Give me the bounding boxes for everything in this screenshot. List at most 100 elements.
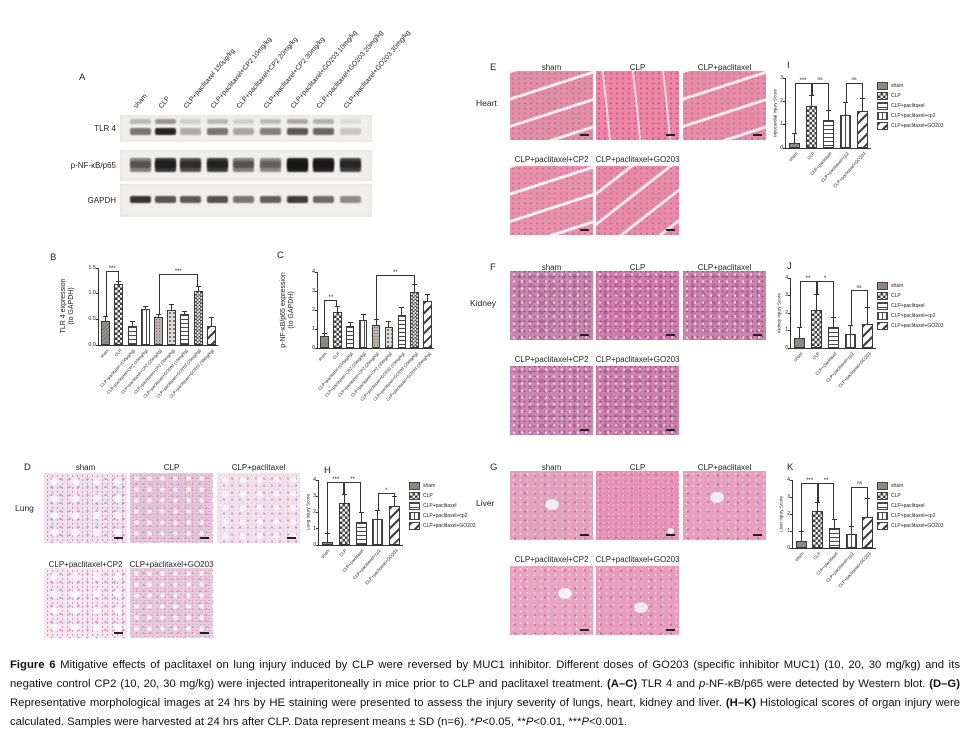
legend-entry: sham xyxy=(877,482,944,490)
caption-text: P xyxy=(581,715,590,728)
bar xyxy=(795,541,807,548)
bar xyxy=(845,534,857,548)
histology-image xyxy=(510,471,593,540)
blot-band xyxy=(206,128,228,135)
significance-bracket: ** xyxy=(324,295,338,335)
error-bar-cap xyxy=(425,293,431,295)
caption-text: (H–K) xyxy=(725,696,757,709)
y-tick-label: 0 xyxy=(787,544,790,551)
legend-label: CLP+paclitaxel+cp2 xyxy=(891,113,936,119)
vessel-lumen xyxy=(544,498,559,510)
y-tick xyxy=(96,318,99,320)
caption-text: P xyxy=(525,715,534,728)
y-tick xyxy=(316,528,319,530)
y-tick xyxy=(315,328,318,330)
blot-band xyxy=(259,196,281,203)
y-tick-label: 4 xyxy=(313,476,316,483)
bracket-leg xyxy=(197,275,199,287)
bar xyxy=(114,284,124,345)
y-tick-label: 1 xyxy=(787,527,790,534)
scale-bar xyxy=(580,334,589,336)
caption-text: TLR 4 and xyxy=(637,677,699,690)
plot-area: 0 1 2 3 4 sham CLP CLP+paclitaxel CLP+paclitaxel… xyxy=(785,275,876,389)
y-tick-label: 3 xyxy=(787,493,790,500)
bracket-leg xyxy=(393,494,395,498)
blot-band xyxy=(312,196,334,203)
bracket-leg xyxy=(833,483,835,520)
plot-area: 0 1 2 3 sham CLP CLP+paclitaxel CLP+paclitaxel+… xyxy=(780,75,871,189)
y-tick-label: 3 xyxy=(785,292,788,299)
error-bar-cap xyxy=(116,280,122,282)
figure-caption: Figure 6 Mitigative effects of paclitaxe… xyxy=(10,656,960,732)
error-bar-cap xyxy=(826,109,831,111)
legend-swatch xyxy=(877,512,888,520)
significance-bracket: *** xyxy=(327,477,345,535)
bar xyxy=(857,110,868,148)
histology-image xyxy=(596,166,679,235)
legend-entry: CLP xyxy=(877,92,944,100)
image-label: CLP+paclitaxel+GO203 xyxy=(595,555,680,564)
blot-band xyxy=(232,119,254,124)
panel-lung-histology: D Lung sham CLP CLP+paclitaxel CLP+paclitaxel… xyxy=(4,455,314,645)
blot-band xyxy=(154,161,176,168)
legend-entry: CLP+paclitaxel+cp2 xyxy=(877,112,944,120)
error-bar-cap xyxy=(860,98,865,99)
caption-text: Figure 6 xyxy=(10,659,61,671)
legend-label: CLP+paclitaxel xyxy=(891,103,925,109)
significance-bracket: ns xyxy=(811,77,829,111)
error-bar xyxy=(375,319,377,326)
image-label: CLP xyxy=(629,463,646,472)
caption-text: Histological scores of organ injury were… xyxy=(10,696,960,728)
legend-label: CLP+paclitaxel+GO203 xyxy=(891,123,944,129)
image-label: CLP+paclitaxel+CP2 xyxy=(514,155,589,164)
bar xyxy=(811,309,822,348)
scale-bar xyxy=(114,537,123,539)
legend-entry: CLP+paclitaxel+GO203 xyxy=(877,522,944,530)
panel-letter-k: K xyxy=(787,462,794,473)
bracket-leg xyxy=(799,281,801,328)
caption-text: <0.05, ** xyxy=(482,715,526,728)
legend-entry: CLP+paclitaxel xyxy=(409,502,476,510)
legend-entry: sham xyxy=(877,82,944,90)
caption-text: <0.01, *** xyxy=(533,715,582,728)
scale-bar xyxy=(580,534,589,536)
vessel-lumen xyxy=(634,601,649,613)
chart-lung-injury-score: H Lung Injury Score 0 1 2 3 4 sham CLP CLP+paclit… xyxy=(305,456,478,591)
bar xyxy=(180,313,190,345)
blot-band xyxy=(259,161,281,168)
image-label: CLP xyxy=(629,263,646,272)
blot-band xyxy=(339,119,361,124)
error-bar-cap xyxy=(865,306,870,308)
error-bar xyxy=(817,502,819,511)
error-bar xyxy=(323,334,325,336)
error-bar xyxy=(388,322,390,328)
bar xyxy=(389,506,401,545)
bar xyxy=(355,522,367,545)
organ-label: Heart xyxy=(476,98,497,108)
bracket-leg xyxy=(850,291,852,327)
error-bar-cap xyxy=(412,284,418,286)
y-tick xyxy=(316,544,319,546)
error-bar xyxy=(184,311,186,314)
legend-label: CLP xyxy=(891,93,901,99)
legend-entry: CLP+paclitaxel xyxy=(877,302,944,310)
image-label: CLP+paclitaxel+GO203 xyxy=(595,155,680,164)
legend-swatch xyxy=(877,502,888,510)
bar xyxy=(828,327,839,348)
scale-bar xyxy=(580,429,589,431)
organ-label: Liver xyxy=(476,498,495,508)
significance-label: * xyxy=(385,488,388,494)
error-bar-cap xyxy=(129,320,135,322)
significance-bracket: * xyxy=(377,488,395,511)
scale-bar xyxy=(580,134,589,136)
error-bar-cap xyxy=(195,286,201,287)
panel-letter-d: D xyxy=(24,462,31,473)
significance-bracket: *** xyxy=(158,269,199,316)
bar xyxy=(862,517,874,548)
legend-entry: CLP+paclitaxel xyxy=(877,102,944,110)
y-tick xyxy=(96,293,99,295)
bar xyxy=(806,106,817,148)
scale-bar xyxy=(666,229,675,231)
y-tick xyxy=(316,479,319,481)
legend-entry: CLP+paclitaxel+cp2 xyxy=(877,312,944,320)
